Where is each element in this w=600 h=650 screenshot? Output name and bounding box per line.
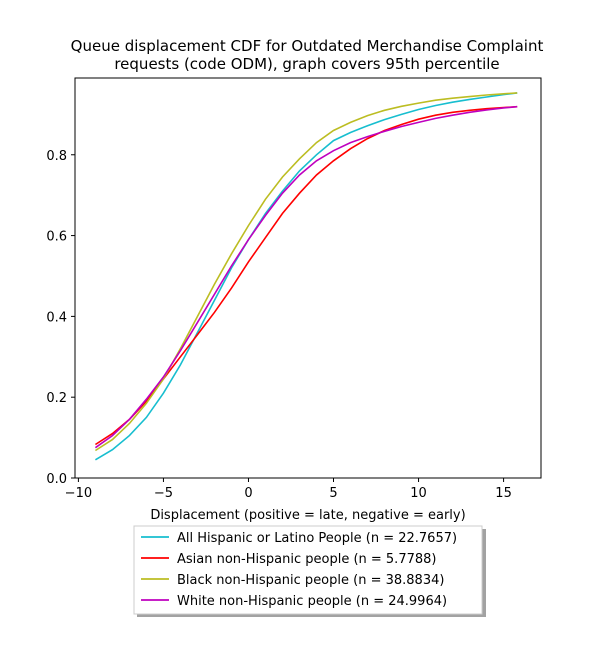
legend-label-3: Black non-Hispanic people (n = 38.8834)	[177, 573, 444, 588]
plot-lines	[94, 92, 518, 461]
x-tick-label: −5	[154, 486, 173, 501]
x-tick-label: 15	[495, 486, 512, 501]
legend-items: All Hispanic or Latino People (n = 22.76…	[141, 531, 457, 609]
y-tick-label: 0.0	[46, 472, 67, 487]
chart-title: Queue displacement CDF for Outdated Merc…	[71, 37, 544, 73]
legend-box	[133, 525, 483, 615]
plot-frame	[74, 77, 542, 479]
y-tick-label: 0.4	[46, 310, 67, 325]
series-line-1	[94, 92, 518, 461]
x-axis-label: Displacement (positive = late, negative …	[150, 508, 465, 523]
legend: All Hispanic or Latino People (n = 22.76…	[133, 525, 486, 617]
x-tick-label: 5	[329, 486, 337, 501]
legend-label-2: Asian non-Hispanic people (n = 5.7788)	[177, 552, 436, 567]
x-tick-label: 0	[244, 486, 252, 501]
x-tick-label: −10	[65, 486, 92, 501]
chart-title-line-1: Queue displacement CDF for Outdated Merc…	[71, 37, 544, 55]
legend-label-4: White non-Hispanic people (n = 24.9964)	[177, 594, 447, 609]
x-axis: −10 −5 0 5 10 15	[65, 478, 512, 501]
y-axis: 0.0 0.2 0.4 0.6 0.8	[46, 149, 75, 487]
legend-label-1: All Hispanic or Latino People (n = 22.76…	[177, 531, 457, 546]
y-tick-label: 0.2	[46, 391, 67, 406]
x-tick-label: 10	[410, 486, 427, 501]
series-line-3	[94, 92, 518, 452]
y-tick-label: 0.8	[46, 149, 67, 164]
chart-title-line-2: requests (code ODM), graph covers 95th p…	[114, 55, 499, 73]
series-line-4	[94, 105, 518, 449]
y-tick-label: 0.6	[46, 230, 67, 245]
series-line-2	[94, 105, 518, 446]
